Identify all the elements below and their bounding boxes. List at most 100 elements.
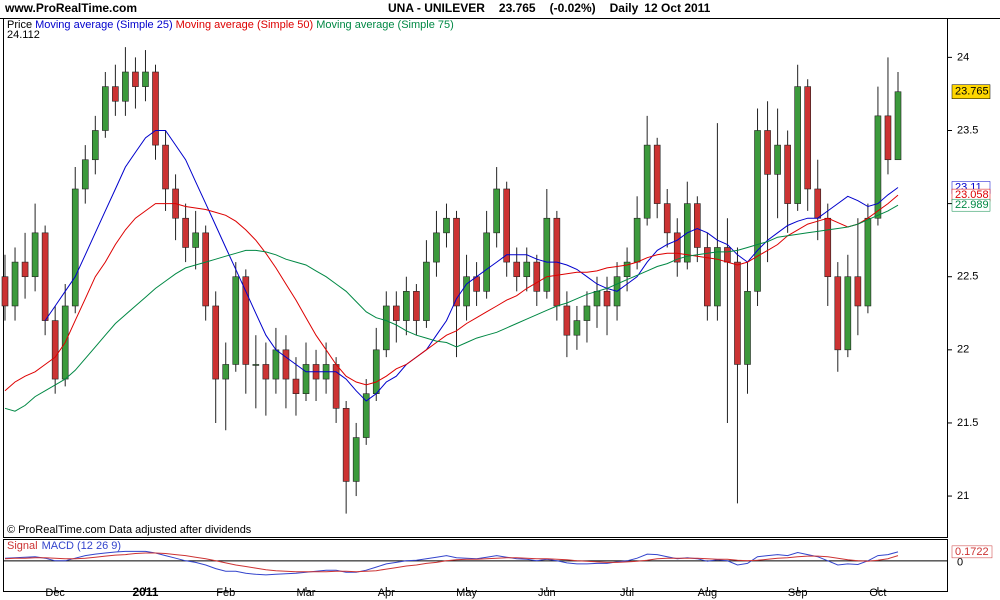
candle-body	[362, 393, 370, 438]
candle-body	[152, 71, 159, 146]
candle-body	[704, 247, 711, 307]
candle-body	[734, 261, 741, 365]
candle-body	[382, 305, 390, 351]
candle-body	[352, 437, 360, 482]
last-price-box	[951, 84, 991, 99]
macd-legend: Signal	[7, 540, 38, 552]
candle-body	[583, 305, 591, 321]
legend-entry: Moving average (Simple 50)	[176, 19, 314, 31]
date: 12 Oct 2011	[644, 1, 710, 15]
x-tick-label: Aug	[698, 587, 718, 599]
candle-body	[132, 71, 139, 87]
candle-body	[433, 232, 440, 263]
y-tick-label: 21	[957, 490, 969, 502]
candle-body	[864, 217, 872, 307]
candle-body	[543, 217, 551, 292]
candle-body	[372, 349, 380, 394]
candle-body	[794, 86, 801, 204]
candle-body	[222, 364, 230, 380]
candle-body	[764, 130, 771, 175]
x-tick-label: May	[456, 587, 477, 599]
candle-body	[232, 276, 240, 365]
candle-body	[874, 115, 882, 219]
site-name: www.ProRealTime.com	[4, 1, 137, 15]
candle-body	[603, 291, 611, 307]
candle-body	[112, 86, 119, 102]
candle-body	[182, 217, 189, 248]
candle-body	[71, 188, 79, 307]
last-price-label: 23.765	[955, 86, 989, 98]
y-tick-label: 22	[957, 344, 969, 356]
candle-body	[844, 276, 852, 351]
candle-body	[423, 261, 430, 321]
candle-body	[282, 349, 290, 380]
macd-panel	[3, 539, 948, 592]
candle-body	[403, 291, 410, 321]
candle-body	[653, 144, 661, 204]
y-tick-label: 23.5	[957, 124, 978, 136]
x-tick-label: Feb	[216, 587, 235, 599]
last-value-label: 22.989	[955, 199, 989, 211]
legend-entry: Moving average (Simple 75)	[316, 19, 454, 31]
candle-body	[884, 115, 892, 161]
candle-body	[142, 71, 149, 87]
candle-body	[463, 276, 470, 307]
x-tick-label: Dec	[45, 587, 65, 599]
candle-body	[814, 188, 822, 219]
candle-body	[854, 276, 862, 307]
candle-body	[513, 261, 521, 278]
candle-body	[493, 188, 500, 234]
y-tick-label: 22.5	[957, 271, 978, 283]
candle-body	[202, 232, 209, 307]
candle-body	[593, 291, 601, 307]
candle-body	[714, 247, 721, 307]
y-tick-label: 24	[957, 51, 969, 63]
candle-body	[694, 203, 701, 248]
candle-body	[834, 276, 842, 351]
legend-entry: Moving average (Simple 25)	[35, 19, 173, 31]
candle-body	[11, 261, 19, 307]
candle-body	[292, 378, 300, 394]
candle-body	[242, 276, 250, 365]
line-series	[44, 130, 899, 402]
candle-body	[724, 247, 731, 263]
x-tick-label: Mar	[297, 587, 316, 599]
footer: © ProRealTime.com Data adjusted after di…	[7, 524, 252, 536]
candle-body	[31, 232, 39, 278]
candle-body	[302, 364, 310, 394]
candle-body	[453, 217, 460, 307]
scale-top-label: 24.112	[7, 29, 40, 41]
last-value-box	[951, 198, 991, 212]
candle-body	[41, 232, 49, 321]
candle-body	[21, 261, 29, 278]
candle-body	[533, 261, 541, 292]
x-tick-label: Jul	[620, 587, 634, 599]
line-series	[4, 204, 899, 412]
candle-body	[623, 261, 631, 278]
change: (-0.02%)	[550, 1, 596, 15]
candle-body	[122, 71, 129, 102]
candle-body	[633, 217, 641, 263]
x-tick-label: Apr	[378, 587, 395, 599]
candle-body	[212, 305, 220, 380]
period: Daily	[610, 1, 639, 15]
macd-last-box	[951, 545, 993, 559]
candle-body	[894, 91, 902, 161]
candle-body	[754, 130, 761, 292]
candle-body	[573, 320, 581, 336]
symbol: UNA - UNILEVER	[388, 1, 485, 15]
candle-body	[523, 261, 531, 278]
candle-body	[774, 144, 781, 175]
x-tick-label: 2011	[132, 585, 158, 599]
y-tick-label: 21.5	[957, 417, 978, 429]
line-series	[4, 552, 899, 573]
candle-body	[784, 144, 791, 204]
candle-body	[804, 86, 812, 190]
candle-body	[824, 217, 832, 278]
candle-body	[744, 291, 751, 365]
x-tick-label: Sep	[788, 587, 808, 599]
candle-body	[1, 276, 9, 307]
y-tick-label: 0	[957, 557, 963, 569]
